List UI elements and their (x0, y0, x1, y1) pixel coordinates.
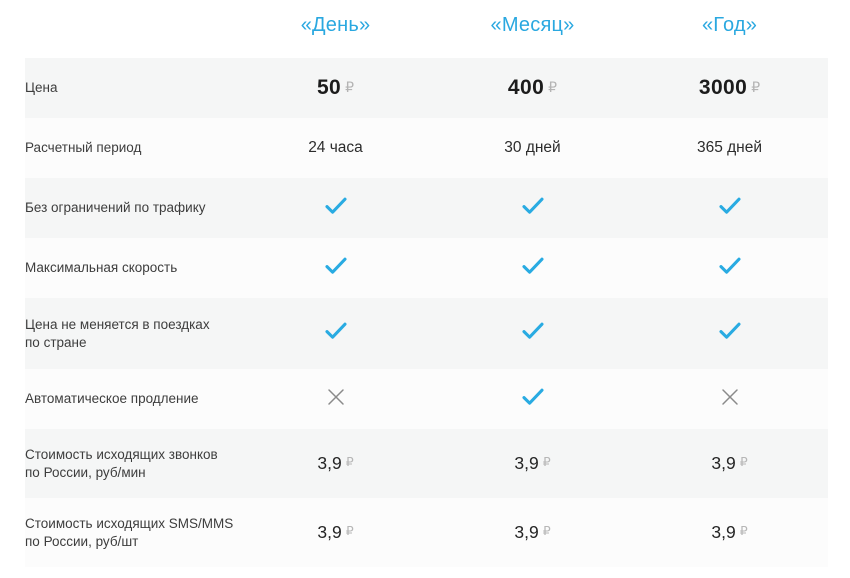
table-row: Без ограничений по трафику (25, 178, 828, 238)
table-row: Автоматическое продление (25, 369, 828, 429)
rate-value: 3,9 (711, 453, 736, 473)
currency-symbol: ₽ (345, 455, 354, 469)
period-value: 24 часа (308, 139, 363, 156)
row-label-text-line2: по стране (25, 334, 87, 350)
cell-period-year: 365 дней (631, 118, 828, 178)
cell-price-month: 400 ₽ (434, 58, 631, 118)
cell-max-speed-month (434, 238, 631, 298)
cell-period-day: 24 часа (237, 118, 434, 178)
row-label-no-traffic-limit: Без ограничений по трафику (25, 178, 237, 238)
cell-auto-renewal-day (237, 369, 434, 429)
cell-outgoing-calls-day: 3,9 ₽ (237, 429, 434, 498)
rate-value: 3,9 (317, 453, 342, 473)
cell-no-traffic-limit-month (434, 178, 631, 238)
check-icon (324, 322, 347, 340)
currency-symbol: ₽ (739, 524, 748, 538)
cell-max-speed-day (237, 238, 434, 298)
cell-price-year: 3000 ₽ (631, 58, 828, 118)
currency-symbol: ₽ (739, 455, 748, 469)
row-label-text-line2: по России, руб/мин (25, 464, 146, 480)
currency-symbol: ₽ (542, 455, 551, 469)
rate-value: 3,9 (317, 522, 342, 542)
row-label-text-line2: по России, руб/шт (25, 533, 139, 549)
currency-symbol: ₽ (548, 79, 558, 95)
cell-period-month: 30 дней (434, 118, 631, 178)
currency-symbol: ₽ (542, 524, 551, 538)
cell-no-traffic-limit-day (237, 178, 434, 238)
cell-auto-renewal-month (434, 369, 631, 429)
plan-header-year: «Год» (701, 13, 758, 36)
rate-value: 3,9 (711, 522, 736, 542)
row-label-text: Стоимость исходящих SMS/MMS (25, 515, 234, 531)
row-label-text: Без ограничений по трафику (25, 200, 206, 215)
cell-price-fixed-travel-day (237, 298, 434, 369)
row-label-outgoing-sms: Стоимость исходящих SMS/MMS по России, ру… (25, 498, 237, 567)
row-label-text: Цена не меняется в поездках (25, 316, 210, 332)
row-label-text: Цена (25, 80, 58, 95)
plan-header-month: «Месяц» (490, 13, 575, 36)
row-label-max-speed: Максимальная скорость (25, 238, 237, 298)
cell-outgoing-calls-month: 3,9 ₽ (434, 429, 631, 498)
cell-outgoing-sms-year: 3,9 ₽ (631, 498, 828, 567)
table-row: Стоимость исходящих звонков по России, ру… (25, 429, 828, 498)
price-value: 3000 (698, 76, 748, 99)
plan-header-day: «День» (300, 13, 371, 36)
cell-price-day: 50 ₽ (237, 58, 434, 118)
table-row: Цена 50 ₽400 ₽3000 ₽ (25, 58, 828, 118)
period-value: 365 дней (696, 139, 763, 156)
cross-icon (327, 388, 345, 406)
price-value: 50 (316, 76, 342, 99)
check-icon (521, 197, 544, 215)
check-icon (521, 322, 544, 340)
cell-outgoing-sms-day: 3,9 ₽ (237, 498, 434, 567)
row-label-text: Автоматическое продление (25, 391, 199, 406)
cell-price-fixed-travel-year (631, 298, 828, 369)
cell-no-traffic-limit-year (631, 178, 828, 238)
cell-price-fixed-travel-month (434, 298, 631, 369)
row-label-outgoing-calls: Стоимость исходящих звонков по России, ру… (25, 429, 237, 498)
check-icon (521, 257, 544, 275)
cell-outgoing-calls-year: 3,9 ₽ (631, 429, 828, 498)
check-icon (324, 197, 347, 215)
table-row: Максимальная скорость (25, 238, 828, 298)
tariff-table: Цена 50 ₽400 ₽3000 ₽ Расчетный период 24 часа 3… (25, 58, 828, 567)
check-icon (718, 197, 741, 215)
currency-symbol: ₽ (345, 79, 355, 95)
check-icon (521, 388, 544, 406)
price-value: 400 (507, 76, 545, 99)
cell-max-speed-year (631, 238, 828, 298)
cell-outgoing-sms-month: 3,9 ₽ (434, 498, 631, 567)
check-icon (718, 257, 741, 275)
period-value: 30 дней (504, 139, 561, 156)
rate-value: 3,9 (514, 453, 539, 473)
row-label-period: Расчетный период (25, 118, 237, 178)
check-icon (324, 257, 347, 275)
table-row: Цена не меняется в поездках по стране (25, 298, 828, 369)
cell-auto-renewal-year (631, 369, 828, 429)
check-icon (718, 322, 741, 340)
row-label-text: Максимальная скорость (25, 260, 178, 275)
row-label-price: Цена (25, 58, 237, 118)
row-label-price-fixed-travel: Цена не меняется в поездках по стране (25, 298, 237, 369)
plan-header-row: «День» «Месяц» «Год» (25, 0, 828, 50)
table-row: Стоимость исходящих SMS/MMS по России, ру… (25, 498, 828, 567)
currency-symbol: ₽ (751, 79, 761, 95)
row-label-auto-renewal: Автоматическое продление (25, 369, 237, 429)
cross-icon (721, 388, 739, 406)
currency-symbol: ₽ (345, 524, 354, 538)
rate-value: 3,9 (514, 522, 539, 542)
row-label-text: Расчетный период (25, 140, 142, 155)
row-label-text: Стоимость исходящих звонков (25, 446, 218, 462)
table-row: Расчетный период 24 часа 30 дней 365 дней (25, 118, 828, 178)
